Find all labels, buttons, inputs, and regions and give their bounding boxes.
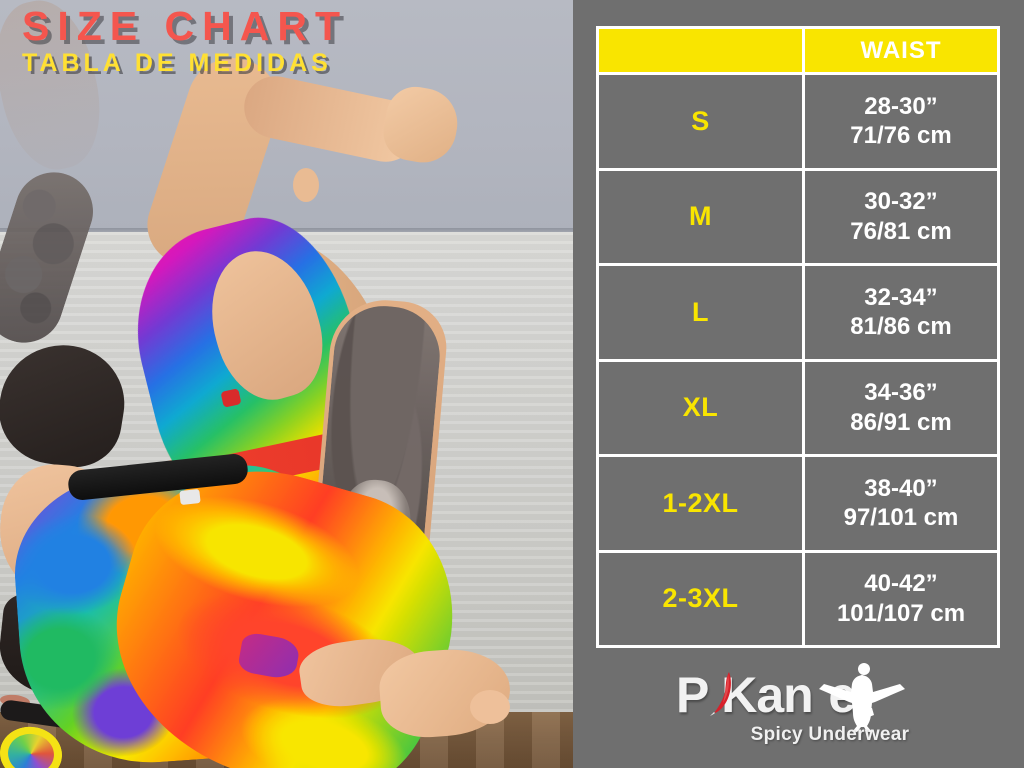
cell-size: L: [599, 266, 805, 359]
waist-cm: 97/101 cm: [843, 504, 959, 532]
waist-inches: 32-34”: [864, 283, 938, 311]
sunglasses-left-lens: [0, 722, 66, 768]
table-row: 2-3XL 40-42” 101/107 cm: [599, 552, 997, 646]
waist-cm: 81/86 cm: [850, 313, 952, 341]
cell-waist: 38-40” 97/101 cm: [805, 457, 997, 550]
waist-cm: 76/81 cm: [850, 217, 952, 245]
waistband-tag: [179, 488, 201, 506]
cell-size: XL: [599, 361, 805, 454]
page-title: SIZE CHART: [22, 3, 348, 49]
table-header-row: SIZE WAIST: [599, 29, 997, 75]
cell-size: 2-3XL: [599, 552, 805, 645]
chili-pepper-icon: [710, 672, 731, 716]
ear: [293, 168, 319, 202]
waist-cm: 101/107 cm: [836, 599, 966, 627]
table-row: L 32-34” 81/86 cm: [599, 266, 997, 362]
title-block: SIZE CHART TABLA DE MEDIDAS: [22, 6, 348, 76]
chart-panel: SIZE WAIST S 28-30” 71/76 cm M 30-32”: [573, 0, 1024, 768]
size-chart-table: SIZE WAIST S 28-30” 71/76 cm M 30-32”: [596, 26, 1000, 648]
waist-cm: 86/91 cm: [850, 408, 952, 436]
cell-waist: 30-32” 76/81 cm: [805, 171, 997, 264]
cell-waist: 28-30” 71/76 cm: [805, 75, 997, 168]
hair: [0, 336, 133, 474]
brand-letters-kan: Kan: [721, 667, 813, 723]
table-row: 1-2XL 38-40” 97/101 cm: [599, 457, 997, 553]
page-subtitle: TABLA DE MEDIDAS: [22, 49, 332, 77]
cell-size: S: [599, 75, 805, 168]
waist-inches: 38-40”: [864, 474, 938, 502]
table-row: M 30-32” 76/81 cm: [599, 170, 997, 266]
model-photo: [0, 0, 573, 768]
waist-inches: 28-30”: [864, 92, 938, 120]
table-row: S 28-30” 71/76 cm: [599, 75, 997, 171]
waist-inches: 34-36”: [864, 379, 938, 406]
brand-logo: PiKante Spicy Underwear: [676, 663, 936, 758]
cell-waist: 40-42” 101/107 cm: [805, 553, 997, 646]
cell-waist: 32-34” 81/86 cm: [805, 266, 997, 359]
cell-size: M: [599, 170, 805, 263]
waist-cm: 71/76 cm: [850, 122, 952, 150]
waist-inches: 30-32”: [864, 188, 938, 215]
table-row: XL 34-36” 86/91 cm: [599, 361, 997, 457]
cell-size: 1-2XL: [599, 457, 805, 550]
raised-arm-tattoo: [0, 162, 104, 353]
muscle-man-silhouette-icon: [819, 663, 905, 732]
column-header-waist: WAIST: [805, 29, 997, 72]
waist-inches: 40-42”: [864, 570, 938, 597]
toes: [470, 690, 510, 724]
model-figure: [0, 0, 573, 768]
cell-waist: 34-36” 86/91 cm: [805, 362, 997, 455]
column-header-size: SIZE: [599, 29, 805, 72]
brand-letter-p: P: [676, 667, 709, 723]
brand-tagline: Spicy Underwear: [750, 724, 910, 745]
